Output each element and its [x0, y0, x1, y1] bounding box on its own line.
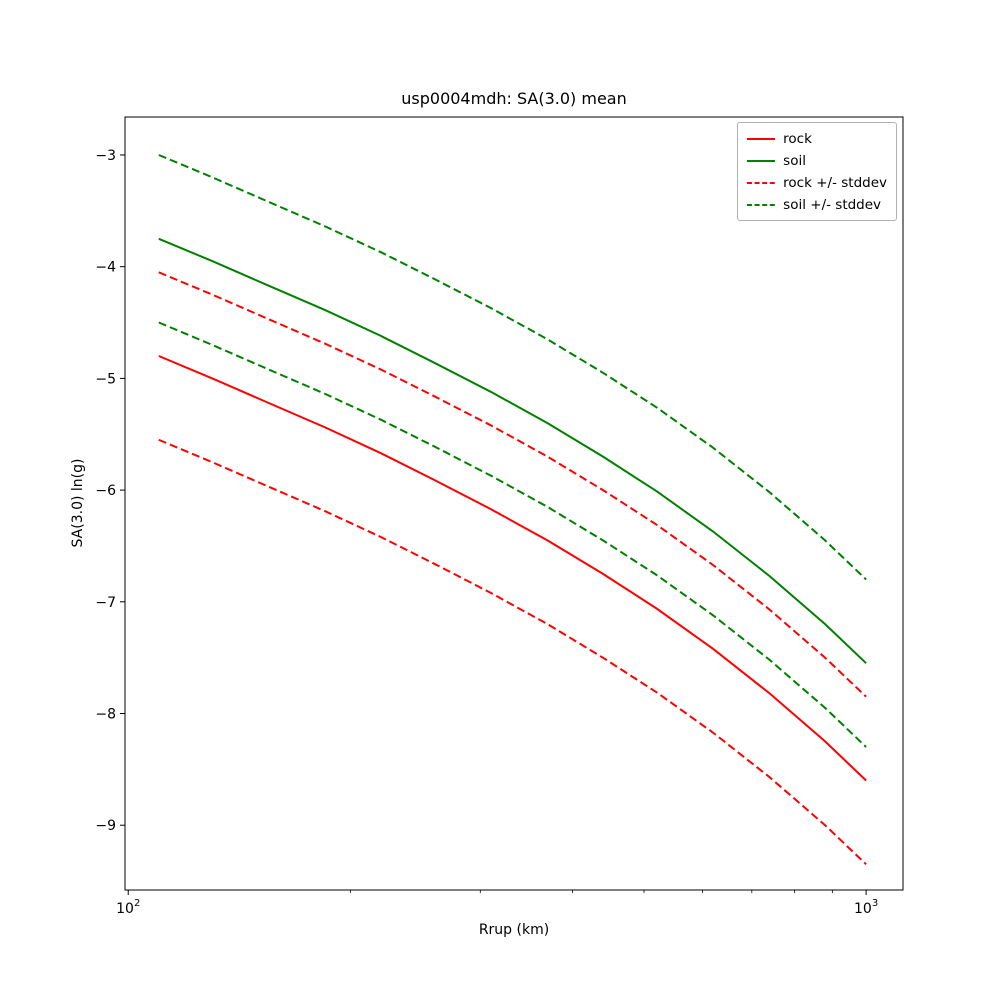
x-axis-label: Rrup (km) [478, 922, 550, 938]
chart-title: usp0004mdh: SA(3.0) mean [401, 89, 627, 108]
legend-label: rock [783, 130, 812, 147]
y-tick-label: −5 [95, 371, 116, 387]
legend-line-sample [747, 159, 776, 162]
curve-soil-stddev-upper [158, 154, 867, 581]
x-tick-label: 102 [116, 898, 140, 917]
y-tick-label: −4 [95, 260, 116, 276]
y-tick-label: −8 [95, 707, 116, 723]
legend-item: soil +/- stddev [747, 194, 887, 215]
y-tick-label: −3 [95, 148, 116, 164]
y-tick-label: −9 [95, 818, 116, 834]
legend-label: soil [783, 152, 806, 169]
y-axis-label: SA(3.0) ln(g) [70, 458, 86, 548]
legend-item: soil [747, 150, 887, 171]
legend-line-sample [747, 181, 776, 184]
legend-line-sample [747, 137, 776, 140]
y-tick-label: −7 [95, 595, 116, 611]
legend-item: rock +/- stddev [747, 172, 887, 193]
curve-rock-stddev-upper [158, 271, 867, 698]
legend-label: rock +/- stddev [783, 174, 887, 191]
curve-soil [158, 237, 867, 664]
y-tick-label: −6 [95, 483, 116, 499]
curve-rock [158, 355, 867, 782]
curve-rock-stddev-lower [158, 438, 867, 866]
legend-item: rock [747, 128, 887, 149]
legend: rock soil rock +/- stddev soil +/- stddev [737, 122, 897, 221]
x-tick-label: 103 [854, 898, 878, 917]
curve-soil-stddev-lower [158, 321, 867, 748]
axes-frame [124, 116, 904, 891]
legend-label: soil +/- stddev [783, 196, 882, 213]
legend-line-sample [747, 203, 776, 206]
